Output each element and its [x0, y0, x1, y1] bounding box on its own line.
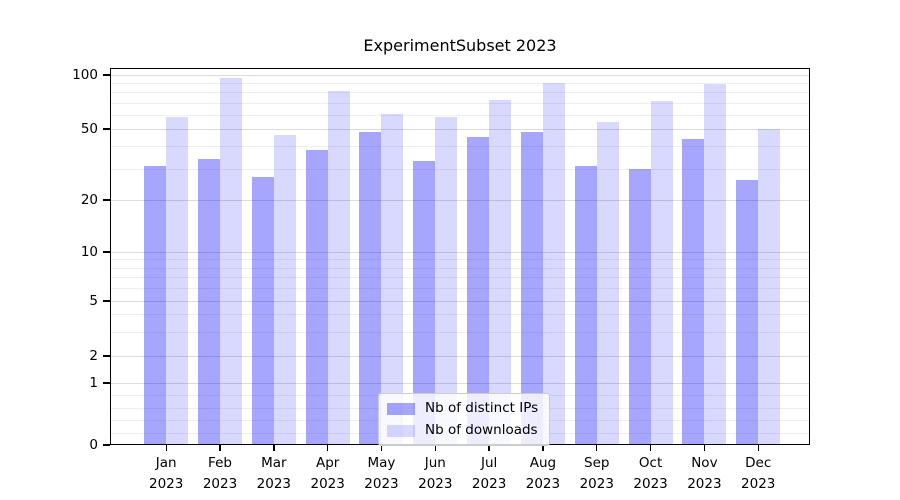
gridline-major	[110, 356, 810, 357]
bar-downloads-mar	[273, 135, 296, 445]
y-tick	[103, 128, 110, 130]
x-tick	[219, 445, 221, 451]
legend: Nb of distinct IPs Nb of downloads	[378, 393, 551, 446]
gridline-minor	[110, 168, 810, 170]
bar-distinct-ips-dec	[736, 179, 759, 445]
x-tick-label: Aug 2023	[525, 455, 561, 492]
gridline-major	[110, 252, 810, 253]
gridline-minor	[110, 288, 810, 290]
y-tick-label: 20	[80, 192, 98, 208]
bar-distinct-ips-mar	[251, 176, 274, 445]
bar-distinct-ips-apr	[305, 150, 328, 445]
y-tick-label: 2	[89, 348, 98, 364]
y-tick-label: 5	[89, 293, 98, 309]
gridline-major	[110, 383, 810, 384]
gridline-major	[110, 75, 810, 76]
legend-label: Nb of distinct IPs	[425, 400, 539, 416]
bar-distinct-ips-jul	[467, 137, 490, 445]
x-tick	[380, 445, 383, 451]
gridline-minor	[110, 314, 810, 316]
y-tick-label: 10	[80, 244, 98, 260]
bar-distinct-ips-jan	[144, 166, 167, 445]
x-tick-label: Jun 2023	[418, 455, 453, 492]
gridline-major	[110, 129, 810, 130]
bar-downloads-feb	[220, 78, 243, 445]
y-tick-label: 0	[89, 437, 98, 453]
x-tick	[434, 445, 436, 451]
gridline-minor	[110, 114, 810, 116]
bar-downloads-jun	[435, 117, 458, 445]
bar-downloads-dec	[758, 129, 781, 445]
bar-downloads-aug	[542, 83, 565, 445]
gridline-minor	[110, 92, 810, 94]
legend-swatch	[387, 402, 415, 415]
bar-distinct-ips-oct	[628, 168, 651, 445]
bar-downloads-sep	[596, 121, 619, 445]
y-tick	[103, 444, 110, 446]
x-tick-label: Jul 2023	[471, 455, 507, 492]
x-tick-label: Jan 2023	[149, 455, 184, 492]
x-tick	[273, 445, 275, 451]
y-tick-label: 1	[89, 375, 98, 391]
chart-title: ExperimentSubset 2023	[363, 36, 557, 55]
x-tick	[649, 445, 652, 451]
bar-downloads-jul	[489, 99, 512, 445]
y-tick	[103, 199, 110, 201]
legend-swatch	[387, 424, 415, 437]
x-tick	[596, 445, 598, 451]
gridline-minor	[110, 267, 810, 269]
x-tick-label: Mar 2023	[256, 455, 292, 492]
x-tick	[703, 445, 706, 451]
x-tick-label: Nov 2023	[687, 455, 722, 492]
bar-downloads-nov	[704, 84, 727, 445]
x-tick-label: May 2023	[364, 455, 399, 492]
bar-distinct-ips-may	[359, 132, 382, 445]
legend-item: Nb of downloads	[387, 423, 538, 438]
gridline-major	[110, 301, 810, 302]
bar-downloads-apr	[327, 91, 350, 445]
plot-area: Nb of distinct IPs Nb of downloads	[110, 68, 810, 446]
bar-distinct-ips-aug	[520, 132, 543, 445]
y-tick-label: 100	[72, 67, 98, 83]
bar-distinct-ips-feb	[198, 158, 221, 445]
x-tick-label: Feb 2023	[202, 455, 238, 492]
x-tick	[542, 445, 544, 451]
bar-downloads-may	[381, 113, 404, 445]
x-tick-label: Apr 2023	[310, 455, 345, 492]
gridline-minor	[110, 146, 810, 148]
y-tick	[103, 355, 110, 357]
x-tick	[757, 445, 759, 451]
y-tick	[103, 251, 110, 253]
legend-item: Nb of distinct IPs	[387, 401, 538, 416]
bar-downloads-oct	[650, 100, 673, 445]
x-tick	[165, 445, 167, 451]
gridline-minor	[110, 277, 810, 279]
y-tick	[103, 300, 110, 302]
bar-distinct-ips-sep	[574, 166, 597, 445]
x-tick-label: Oct 2023	[633, 455, 668, 492]
gridline-minor	[110, 102, 810, 104]
gridline-minor	[110, 331, 810, 333]
bar-distinct-ips-jun	[413, 161, 436, 445]
y-tick	[103, 74, 110, 76]
legend-label: Nb of downloads	[425, 422, 538, 438]
gridline-major	[110, 200, 810, 201]
gridline-minor	[110, 259, 810, 261]
bar-downloads-jan	[166, 117, 189, 445]
x-tick	[488, 445, 490, 451]
x-tick-label: Sep 2023	[579, 455, 614, 492]
y-tick-label: 50	[80, 121, 98, 137]
x-tick	[326, 445, 329, 451]
x-tick-label: Dec 2023	[741, 455, 776, 492]
y-tick	[103, 382, 110, 384]
gridline-minor	[110, 83, 810, 85]
bar-distinct-ips-nov	[682, 138, 705, 445]
